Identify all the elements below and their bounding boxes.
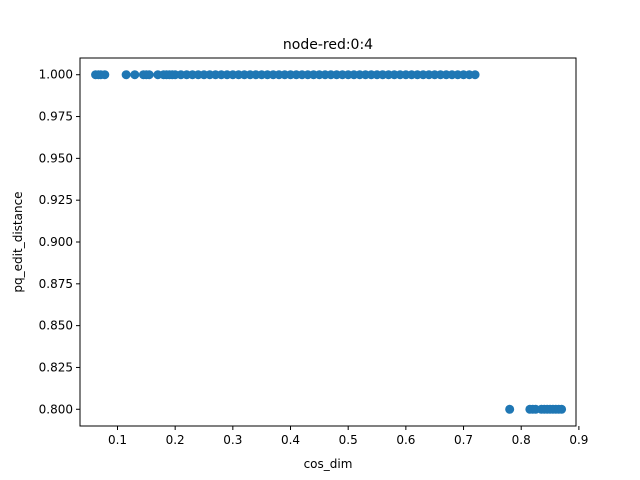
y-tick-label: 0.800 — [39, 402, 73, 416]
data-points — [91, 70, 567, 414]
y-tick-label: 0.875 — [39, 277, 73, 291]
y-tick-label: 0.825 — [39, 360, 73, 374]
x-tick-label: 0.3 — [223, 433, 242, 447]
y-axis-ticks: 0.800 0.825 0.850 0.875 0.900 0.925 0.950 0.975… — [39, 68, 80, 416]
data-point — [505, 404, 515, 414]
y-tick-label: 0.925 — [39, 193, 73, 207]
data-point — [130, 70, 140, 80]
data-point — [144, 70, 154, 80]
y-tick-label: 1.000 — [39, 68, 73, 82]
x-tick-label: 0.9 — [569, 433, 588, 447]
y-tick-label: 0.900 — [39, 235, 73, 249]
y-tick-label: 0.850 — [39, 319, 73, 333]
data-point — [121, 70, 131, 80]
x-tick-label: 0.4 — [281, 433, 300, 447]
data-point — [557, 404, 567, 414]
x-tick-label: 0.5 — [339, 433, 358, 447]
y-tick-label: 0.950 — [39, 151, 73, 165]
y-axis-label: pq_edit_distance — [11, 191, 25, 292]
x-tick-label: 0.1 — [108, 433, 127, 447]
x-tick-label: 0.2 — [166, 433, 185, 447]
data-point — [470, 70, 480, 80]
x-tick-label: 0.6 — [396, 433, 415, 447]
data-point — [100, 70, 110, 80]
x-tick-label: 0.8 — [512, 433, 531, 447]
y-tick-label: 0.975 — [39, 110, 73, 124]
x-axis-label: cos_dim — [304, 457, 353, 471]
plot-area-frame — [79, 57, 577, 427]
chart-title: node-red:0:4 — [283, 37, 373, 53]
x-axis-ticks: 0.1 0.2 0.3 0.4 0.5 0.6 0.7 0.8 0.9 — [108, 426, 588, 447]
x-tick-label: 0.7 — [454, 433, 473, 447]
